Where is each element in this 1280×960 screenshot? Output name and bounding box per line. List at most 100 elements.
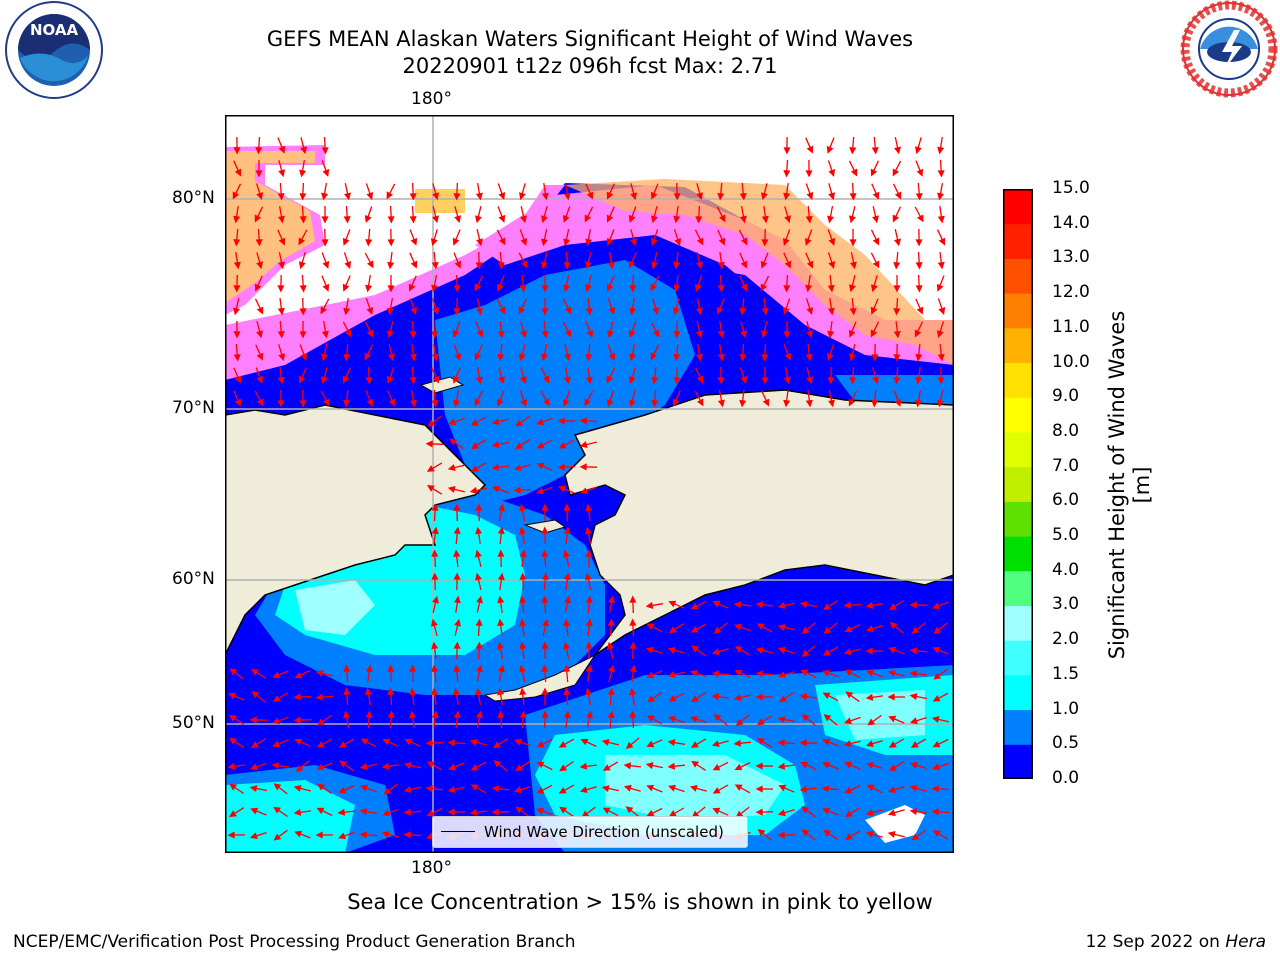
wave-arrow-head	[278, 237, 286, 246]
colorbar-segment	[1003, 397, 1033, 433]
wave-arrow-head	[849, 193, 857, 201]
wave-arrow-head	[718, 214, 726, 223]
wave-arrow-head	[293, 784, 302, 792]
wave-arrow-head	[889, 603, 897, 611]
wave-arrow-head	[498, 214, 506, 223]
wave-arrow-head	[273, 833, 282, 841]
wave-arrow-head	[519, 526, 527, 535]
wave-arrow-head	[540, 238, 548, 247]
wave-arrow-head	[777, 739, 785, 747]
wave-arrow-head	[299, 193, 307, 201]
wave-arrow-head	[364, 352, 372, 361]
wave-arrow-head	[381, 762, 390, 770]
wave-arrow-head	[760, 260, 768, 269]
wave-arrow-head	[646, 784, 655, 792]
wave-arrow-head	[475, 687, 483, 696]
colorbar-segment	[1003, 223, 1033, 259]
wave-arrow-head	[234, 398, 242, 407]
wave-arrow-head	[783, 331, 791, 339]
wave-arrow-head	[584, 398, 592, 407]
wave-arrow-head	[541, 526, 549, 534]
wave-arrow-head	[453, 526, 461, 535]
wave-arrow-head	[849, 215, 856, 224]
wave-arrow-head	[870, 306, 878, 315]
wave-arrow-head	[629, 618, 637, 626]
wave-arrow-head	[563, 238, 571, 247]
wave-arrow-head	[601, 739, 610, 746]
wave-arrow-head	[366, 329, 374, 338]
wave-arrow-head	[519, 549, 527, 558]
wave-arrow-head	[936, 330, 944, 338]
wave-arrow-head	[513, 486, 521, 494]
noaa-logo: NOAA	[5, 1, 103, 99]
wave-arrow-head	[382, 738, 391, 746]
wave-arrow-head	[386, 191, 394, 200]
wave-arrow-head	[740, 237, 748, 246]
wave-arrow-head	[937, 170, 945, 178]
wave-arrow-head	[229, 668, 238, 676]
wave-arrow-head	[585, 354, 593, 362]
wave-arrow-head	[691, 645, 700, 653]
wave-arrow-head	[491, 418, 500, 426]
wave-arrow-head	[409, 193, 417, 201]
wave-arrow-head	[623, 784, 632, 792]
colorbar-segment	[1003, 605, 1033, 641]
wave-arrow-head	[845, 691, 854, 699]
wave-arrow-head	[646, 740, 655, 748]
wave-arrow-head	[645, 646, 654, 654]
wave-arrow-head	[338, 832, 347, 840]
wave-arrow-head	[760, 192, 768, 201]
wave-arrow-head	[475, 503, 483, 511]
wave-arrow-head	[711, 670, 719, 678]
wave-arrow-head	[801, 829, 810, 837]
wave-arrow-head	[645, 601, 654, 609]
wave-arrow-head	[387, 664, 395, 672]
colorbar-segment	[1003, 501, 1033, 537]
wave-arrow-head	[866, 784, 875, 792]
wave-arrow-head	[689, 669, 698, 677]
wave-arrow-head	[629, 664, 637, 673]
wave-arrow-head	[739, 215, 747, 224]
wave-arrow-head	[563, 192, 571, 201]
wave-arrow-head	[646, 715, 655, 722]
wave-arrow-head	[579, 762, 588, 770]
wave-arrow-head	[760, 283, 768, 292]
wave-arrow-head	[932, 694, 941, 702]
colorbar-segment	[1003, 189, 1033, 225]
wave-arrow-head	[431, 526, 439, 535]
wave-arrow-head	[937, 353, 945, 362]
wave-arrow-head	[493, 760, 502, 768]
wave-arrow-head	[359, 831, 367, 839]
wave-arrow-head	[403, 831, 411, 839]
wave-arrow-head	[344, 329, 352, 338]
wave-arrow-head	[668, 600, 677, 608]
wave-arrow-head	[931, 716, 940, 723]
wave-arrow-head	[800, 761, 809, 769]
wave-arrow-head	[783, 192, 791, 201]
wave-arrow-head	[447, 786, 456, 793]
wave-arrow-head	[409, 353, 417, 362]
wave-arrow-head	[733, 601, 742, 609]
wave-arrow-head	[453, 503, 461, 511]
wave-arrow-head	[892, 214, 900, 223]
wave-arrow-head	[431, 261, 439, 270]
wave-arrow-head	[475, 618, 483, 626]
wave-arrow-head	[739, 399, 747, 408]
wave-arrow-head	[448, 418, 457, 426]
wave-arrow-head	[844, 833, 853, 840]
wave-arrow-head	[650, 352, 658, 361]
wave-arrow-head	[320, 306, 328, 315]
wave-arrow-head	[893, 261, 901, 270]
wave-arrow-head	[870, 329, 878, 338]
wave-arrow-head	[234, 375, 242, 384]
wave-arrow-head	[673, 307, 680, 316]
wave-arrow-head	[447, 464, 456, 471]
wave-arrow-head	[783, 285, 791, 293]
wave-arrow-head	[564, 306, 572, 315]
wave-arrow-head	[387, 307, 395, 316]
map-legend: Wind Wave Direction (unscaled)	[432, 816, 748, 848]
wave-arrow-head	[893, 354, 901, 362]
wave-arrow-head	[365, 284, 373, 293]
wave-arrow-head	[734, 669, 743, 677]
wave-arrow-head	[431, 664, 439, 673]
